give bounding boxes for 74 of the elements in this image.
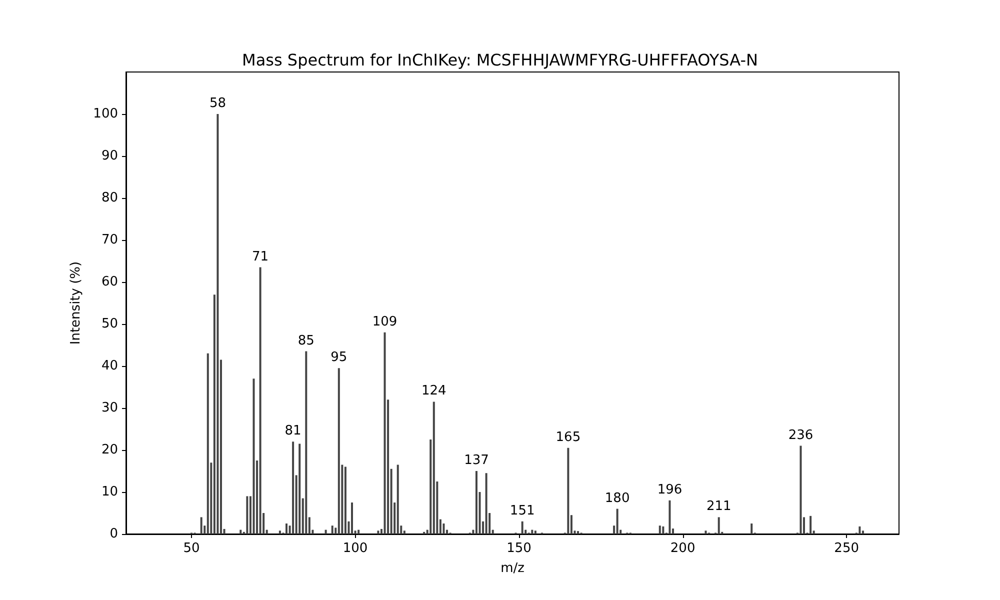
bar xyxy=(534,530,536,534)
y-tick-label: 40 xyxy=(101,358,118,374)
x-tick-label: 50 xyxy=(183,541,200,556)
annotation: 180 xyxy=(604,490,630,506)
annotation: 151 xyxy=(510,503,535,518)
bar xyxy=(718,517,720,534)
bar xyxy=(858,526,861,534)
annotation: 71 xyxy=(252,249,269,264)
y-tick-label: 60 xyxy=(101,274,118,290)
bar xyxy=(668,500,671,534)
annotation: 95 xyxy=(330,350,348,366)
bar xyxy=(384,332,386,534)
x-tick-label: 100 xyxy=(342,541,368,556)
annotation: 81 xyxy=(284,424,302,439)
bar xyxy=(252,378,255,534)
y-tick-label: 100 xyxy=(93,106,118,122)
bar xyxy=(442,524,445,534)
chart-title: Mass Spectrum for InChIKey: MCSFHHJAWMFYRG-UHFFFAOYSA-N xyxy=(242,50,758,70)
bar xyxy=(485,473,488,534)
y-tick-label: 50 xyxy=(101,316,118,332)
bar xyxy=(521,521,524,534)
bar xyxy=(298,444,301,534)
x-tick-label: 250 xyxy=(834,541,860,556)
bar xyxy=(358,530,360,534)
bar xyxy=(800,446,802,534)
bar xyxy=(396,464,399,534)
bar xyxy=(662,526,664,534)
y-tick-label: 0 xyxy=(110,526,118,542)
bar xyxy=(216,114,219,534)
annotation: 85 xyxy=(298,333,314,348)
bar xyxy=(292,442,294,534)
bar xyxy=(324,530,327,534)
bar xyxy=(331,526,334,534)
bar xyxy=(344,466,346,534)
bar xyxy=(305,351,308,534)
bar xyxy=(351,502,354,534)
x-axis-title: m/z xyxy=(500,561,525,576)
annotation: 211 xyxy=(706,499,732,514)
annotation: 109 xyxy=(372,314,398,330)
annotation: 58 xyxy=(209,96,226,111)
bar xyxy=(259,267,262,534)
y-tick-label: 90 xyxy=(101,148,118,164)
bar xyxy=(338,368,340,534)
annotation: 236 xyxy=(788,428,814,443)
bar xyxy=(206,353,209,534)
bar xyxy=(810,516,812,534)
bar xyxy=(567,448,570,534)
bar xyxy=(475,471,478,534)
y-tick-label: 80 xyxy=(101,190,118,206)
bar xyxy=(285,524,288,534)
bar xyxy=(240,530,242,534)
y-tick-label: 10 xyxy=(101,484,118,500)
annotation: 124 xyxy=(421,384,446,399)
annotation: 137 xyxy=(464,453,489,468)
bar xyxy=(278,530,281,534)
annotation: 196 xyxy=(657,482,682,498)
y-tick-label: 20 xyxy=(101,442,118,458)
x-tick-label: 150 xyxy=(506,541,532,556)
bar xyxy=(704,530,707,534)
y-tick-label: 30 xyxy=(101,400,118,416)
bar xyxy=(862,530,864,534)
y-axis-title: Intensity (%) xyxy=(68,261,84,345)
bar xyxy=(577,531,580,534)
bar xyxy=(377,530,380,534)
bar xyxy=(531,530,534,534)
bar xyxy=(246,496,248,534)
bar xyxy=(432,402,435,534)
bar xyxy=(616,508,618,534)
bar xyxy=(658,526,661,534)
bar xyxy=(750,524,753,534)
x-tick-label: 200 xyxy=(670,541,696,556)
y-tick-label: 70 xyxy=(101,232,118,248)
bar xyxy=(200,517,202,534)
annotation: 165 xyxy=(556,430,581,445)
